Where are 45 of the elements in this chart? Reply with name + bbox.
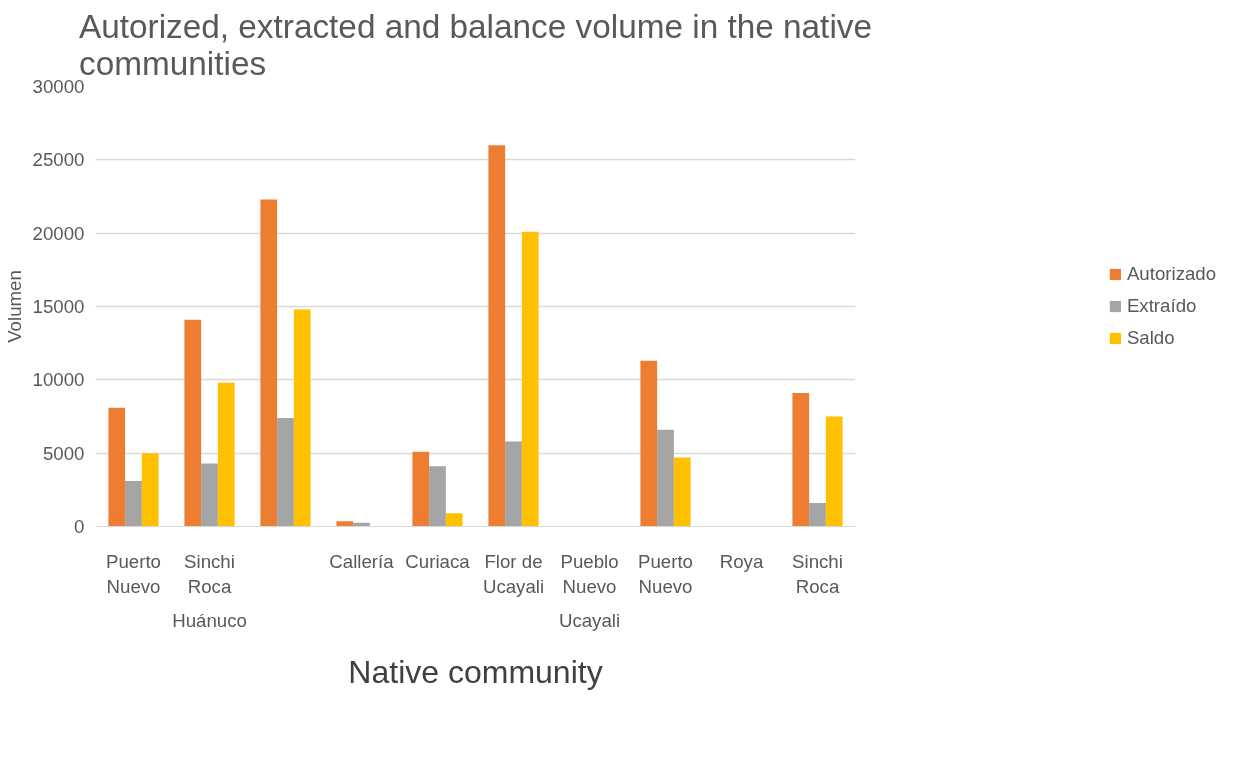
y-tick-label: 30000 (32, 76, 85, 97)
x-tick-label: Roya (719, 550, 764, 572)
bar (201, 463, 218, 527)
bar (336, 521, 354, 527)
bar (108, 407, 126, 527)
x-tick-label: Callería (329, 550, 395, 572)
bar (657, 429, 674, 527)
x-tick-label: Flor de Ucayali (482, 550, 545, 597)
bar (488, 145, 506, 527)
x-tick-label: Puerto Nuevo (638, 550, 693, 597)
bar (521, 231, 539, 527)
y-axis-title: Volumen (3, 270, 25, 343)
y-tick-label: 0 (74, 516, 85, 537)
x-axis-title: Native community (348, 653, 603, 690)
bar (792, 393, 810, 527)
legend-label: Autorizado (1126, 263, 1217, 285)
y-tick-label: 25000 (32, 149, 85, 171)
bar (445, 513, 463, 527)
y-tick-label: 5000 (43, 442, 85, 464)
legend-label: Extraído (1126, 295, 1197, 317)
x-tick-label: Curiaca (405, 550, 471, 572)
x-tick-label: Puerto Nuevo (106, 550, 161, 597)
bar (293, 309, 311, 527)
bar (217, 382, 235, 527)
text: Huánuco (172, 609, 247, 631)
x-tick-label: Sinchi Roca (184, 550, 235, 597)
bar (125, 481, 142, 527)
bar (429, 466, 446, 527)
bar (184, 319, 202, 527)
bar (640, 360, 658, 527)
bar (260, 199, 278, 527)
y-tick-label: 10000 (32, 369, 85, 391)
bar (277, 417, 294, 527)
x-tick-label: Sinchi Roca (792, 550, 843, 597)
bar (673, 457, 691, 527)
y-tick-label: 15000 (32, 296, 85, 317)
x-tick-label: Pueblo Nuevo (560, 550, 619, 597)
bar (809, 503, 826, 527)
text: Ucayali (558, 609, 621, 631)
bar (141, 453, 159, 527)
legend-label: Saldo (1126, 327, 1175, 349)
y-tick-label: 20000 (32, 222, 85, 244)
bar (825, 416, 843, 527)
bar (412, 451, 430, 527)
bar (505, 441, 522, 527)
